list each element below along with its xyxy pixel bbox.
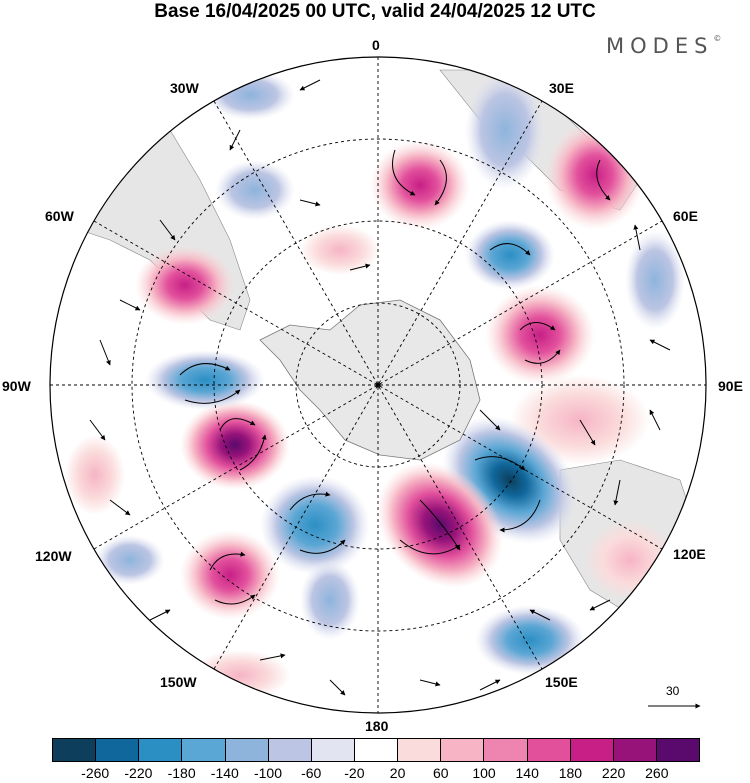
lon-label-150w: 150W bbox=[160, 674, 197, 690]
map-boundary bbox=[49, 56, 707, 714]
colorbar bbox=[52, 738, 700, 762]
wind-vectors bbox=[89, 79, 671, 696]
colorbar-tick-label: -100 bbox=[253, 765, 283, 781]
colorbar-tick-label: -260 bbox=[81, 765, 110, 781]
lon-label-90e: 90E bbox=[718, 378, 743, 394]
colorbar-tick-label: 180 bbox=[558, 765, 583, 781]
lon-label-120w: 120W bbox=[35, 548, 72, 564]
lon-label-30e: 30E bbox=[549, 80, 574, 96]
colorbar-segment bbox=[53, 739, 97, 761]
colorbar-segment bbox=[484, 739, 528, 761]
colorbar-tick-label: 140 bbox=[515, 765, 539, 781]
colorbar-segment bbox=[354, 739, 399, 761]
lon-label-60w: 60W bbox=[45, 208, 74, 224]
colorbar-tick-label: 60 bbox=[433, 765, 449, 781]
map-title: Base 16/04/2025 00 UTC, valid 24/04/2025… bbox=[154, 1, 596, 22]
colorbar-segment bbox=[398, 739, 442, 761]
lon-label-60e: 60E bbox=[673, 208, 698, 224]
colorbar-segment bbox=[311, 739, 355, 761]
colorbar-tick-label: 260 bbox=[645, 765, 669, 781]
modes-logo: MODES© bbox=[606, 34, 721, 58]
graticule bbox=[50, 57, 706, 713]
colorbar-segment bbox=[570, 739, 614, 761]
colorbar-tick-label: 100 bbox=[472, 765, 496, 781]
colorbar-segment bbox=[613, 739, 657, 761]
logo-text: MODES bbox=[606, 34, 714, 58]
anomaly-field bbox=[50, 57, 706, 713]
lon-label-180: 180 bbox=[365, 718, 389, 734]
lon-label-30w: 30W bbox=[170, 80, 199, 96]
colorbar-segment bbox=[441, 739, 485, 761]
lon-label-0: 0 bbox=[372, 37, 380, 53]
colorbar-tick-label: -60 bbox=[301, 765, 322, 781]
colorbar-tick-label: -220 bbox=[124, 765, 153, 781]
reference-vector-value: 30 bbox=[666, 684, 680, 698]
colorbar-segment bbox=[656, 739, 700, 761]
logo-mark: © bbox=[713, 34, 722, 43]
colorbar-segment bbox=[268, 739, 312, 761]
lon-label-120e: 120E bbox=[673, 546, 706, 562]
colorbar-tick-label: 20 bbox=[389, 765, 406, 781]
colorbar-tick-label: 220 bbox=[601, 765, 626, 781]
colorbar-segment bbox=[139, 739, 183, 761]
colorbar-tick-label: -20 bbox=[344, 765, 365, 781]
colorbar-segment bbox=[182, 739, 226, 761]
colorbar-segment bbox=[225, 739, 269, 761]
south-pole-point bbox=[375, 382, 381, 388]
colorbar-tick-label: -180 bbox=[167, 765, 196, 781]
colorbar-tick-label: -140 bbox=[210, 765, 239, 781]
colorbar-segment bbox=[96, 739, 140, 761]
colorbar-segment bbox=[527, 739, 571, 761]
lon-label-150e: 150E bbox=[545, 674, 578, 690]
lon-label-90w: 90W bbox=[2, 378, 31, 394]
